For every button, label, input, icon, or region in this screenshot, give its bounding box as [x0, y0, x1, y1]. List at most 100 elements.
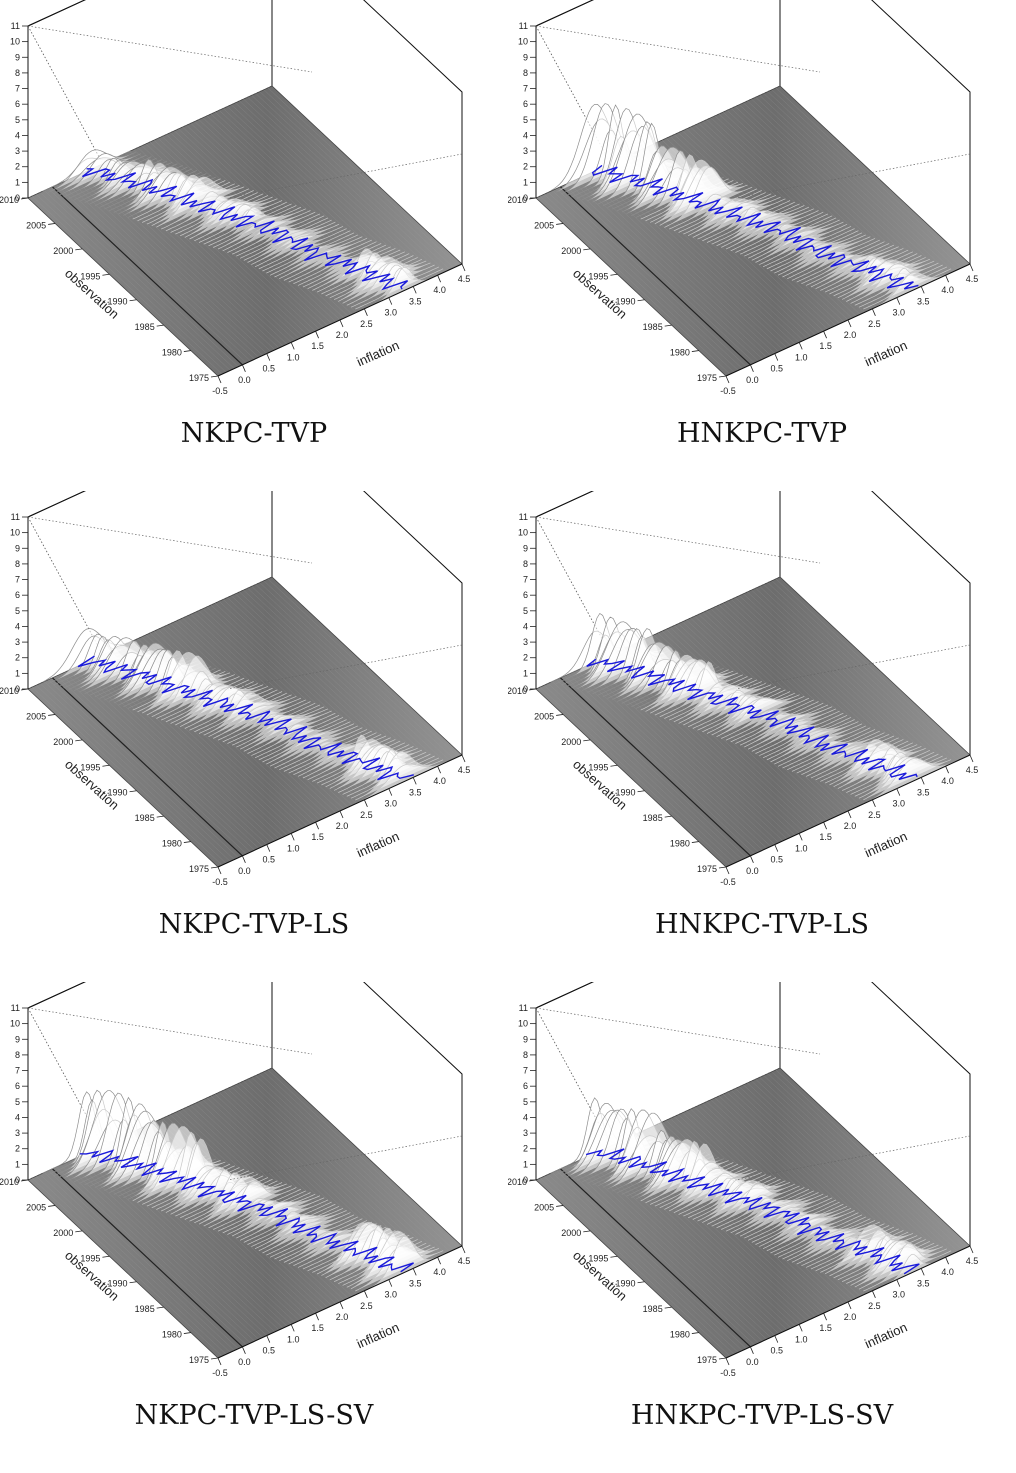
density-ridge	[854, 1240, 943, 1288]
y-tick-mark	[20, 688, 29, 691]
x-tick-label: 4.0	[433, 1267, 446, 1277]
density-ridge	[156, 670, 245, 719]
panel-hnkpc-tvp-ls-sv: 0 1 2 3 4 5 6 7 8 9 10 11 1975 1980 1985 1990 1995 2000 20…	[508, 982, 1016, 1473]
x-tick-label: 4.5	[458, 1256, 471, 1266]
x-tick-label: 2.5	[868, 319, 881, 329]
density-ridge	[791, 1221, 880, 1263]
y-tick-label: 2005	[534, 220, 554, 230]
density-ridge	[170, 191, 259, 233]
density-ridge	[227, 1193, 316, 1235]
density-ridge	[730, 701, 819, 743]
y-tick-mark	[556, 1205, 564, 1207]
z-tick-label: 8	[15, 559, 20, 569]
z-tick-label: 1	[523, 668, 528, 678]
density-ridge	[716, 205, 805, 247]
floor-grid-line	[263, 1071, 454, 1250]
x-tick-label: -0.5	[720, 386, 736, 396]
density-fill	[199, 202, 287, 243]
box-edge	[363, 982, 463, 1246]
floor-grid-line	[40, 1174, 231, 1353]
density-ridge	[247, 1203, 336, 1245]
density-ridge	[725, 208, 814, 250]
y-tick-label: 1990	[616, 297, 636, 307]
box-hidden-edge	[735, 1135, 971, 1181]
floor-grid-line	[544, 685, 735, 864]
y-tick-mark	[48, 714, 56, 716]
y-tick-mark	[718, 1357, 727, 1360]
density-ridge	[747, 1199, 837, 1241]
z-tick-label: 11	[11, 21, 20, 31]
floor-grid-line	[759, 95, 950, 274]
y-tick-label: 1995	[588, 1253, 608, 1263]
y-tick-mark	[583, 739, 591, 742]
density-ridge	[222, 210, 311, 252]
density-ridge	[739, 704, 829, 746]
panel-caption: NKPC-TVP	[180, 418, 328, 449]
density-ridge	[359, 1236, 448, 1294]
floor-grid-line	[592, 1153, 784, 1332]
y-tick-label: 2000	[53, 246, 73, 256]
z-tick-label: 3	[523, 1128, 528, 1138]
x-tick-label: 1.0	[795, 1334, 808, 1344]
panel-nkpc-tvp-ls-sv: 0 1 2 3 4 5 6 7 8 9 10 11 1975 1980 1985 1990 1995 2000 20…	[0, 982, 508, 1473]
z-tick-label: 2	[523, 653, 528, 663]
floor-grid-line	[580, 668, 771, 847]
z-tick-label: 9	[15, 1034, 20, 1044]
z-tick-label: 10	[518, 37, 528, 47]
floor-grid-line	[588, 173, 779, 352]
x-tick-mark	[315, 822, 319, 830]
x-tick-label: 3.0	[893, 799, 906, 809]
density-ridge	[824, 251, 914, 293]
panel-hnkpc-tvp: 0 1 2 3 4 5 6 7 8 9 10 11 1975 1980 1985 1990 1995 2000 20…	[508, 0, 1016, 491]
density-ridge	[279, 729, 368, 771]
z-tick-label: 1	[523, 177, 528, 187]
box-edge	[535, 491, 781, 689]
x-tick-label: 3.5	[917, 296, 930, 306]
floor-reference-line	[51, 677, 243, 857]
y-tick-label: 1995	[80, 1253, 100, 1263]
density-ridge	[217, 699, 306, 741]
box-hidden-edge	[27, 25, 313, 73]
floor-grid-line	[56, 1166, 247, 1346]
y-tick-mark	[156, 324, 164, 327]
y-tick-mark	[691, 350, 699, 352]
floor-grid-line	[92, 168, 284, 347]
density-ridge	[279, 237, 368, 280]
density-ridge	[217, 1190, 306, 1232]
density-ridge	[342, 751, 431, 795]
x-tick-mark	[774, 844, 779, 852]
floor-grid-line	[755, 97, 946, 276]
density-ridge	[863, 1243, 952, 1292]
floor-grid-line	[36, 194, 227, 373]
floor-grid-line	[596, 1151, 788, 1331]
x-tick-mark	[969, 1245, 974, 1254]
density-ridge	[711, 203, 800, 245]
y-tick-label: 1995	[80, 762, 100, 772]
surface-plot: 0 1 2 3 4 5 6 7 8 9 10 11 1975 1980 1985 1990 1995 2000 20…	[0, 982, 471, 1378]
x-tick-label: 0.5	[771, 364, 784, 374]
floor-grid-line	[548, 192, 739, 371]
z-tick-label: 0	[523, 684, 528, 694]
density-ridge	[266, 723, 355, 765]
floor-grid-line	[36, 1176, 227, 1355]
z-tick-label: 11	[519, 1003, 528, 1013]
density-ridge	[283, 730, 372, 772]
y-tick-mark	[583, 1230, 591, 1233]
floor-grid-line	[739, 595, 930, 774]
floor-grid-line	[44, 681, 235, 860]
x-tick-label: 2.5	[360, 1301, 373, 1311]
mean-path-line	[591, 164, 919, 290]
x-tick-label: 1.5	[311, 832, 324, 842]
density-fill	[307, 739, 396, 780]
density-ridge	[203, 1184, 292, 1227]
y-tick-label: 2010	[508, 195, 527, 205]
y-tick-mark	[156, 815, 164, 818]
y-tick-mark	[210, 1357, 219, 1360]
floor-grid-line	[243, 589, 434, 769]
floor-grid-line	[84, 171, 276, 350]
density-ridge	[156, 176, 245, 228]
floor-grid-line	[84, 662, 276, 841]
x-tick-label: 2.5	[360, 319, 373, 329]
floor-grid-line	[743, 1084, 934, 1263]
y-tick-label: 2005	[26, 711, 46, 721]
